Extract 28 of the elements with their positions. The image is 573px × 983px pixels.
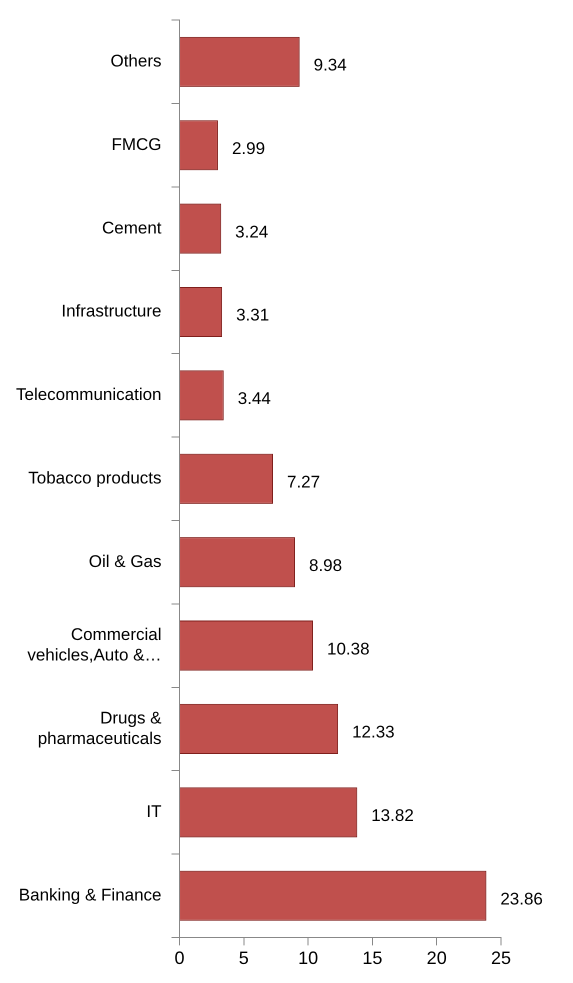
data-label: 12.33 xyxy=(352,722,395,742)
y-tick-label: Cement xyxy=(102,218,162,238)
data-label: 2.99 xyxy=(232,138,266,158)
data-label: 9.34 xyxy=(314,56,347,75)
y-tick-label: IT xyxy=(146,802,162,822)
x-tick-label: 25 xyxy=(490,948,512,968)
x-tick-label: 5 xyxy=(238,948,249,968)
data-label: 13.82 xyxy=(371,806,414,826)
x-tick-label: 10 xyxy=(298,948,318,968)
y-tick-label: Drugs & pharmaceuticals xyxy=(38,708,162,748)
data-label: 3.24 xyxy=(235,222,268,242)
y-tick-label: Infrastructure xyxy=(61,302,162,321)
y-tick-label: Tobacco products xyxy=(28,468,162,488)
data-label: 8.98 xyxy=(308,556,342,575)
y-tick-label: Oil & Gas xyxy=(88,552,162,571)
y-tick-label: Telecommunication xyxy=(16,385,162,404)
y-tick-label: Commercial vehicles,Auto &… xyxy=(27,625,162,664)
y-tick-label: Others xyxy=(110,52,162,71)
x-tick-label: 15 xyxy=(362,948,382,968)
data-label: 10.38 xyxy=(326,639,370,658)
x-tick-label: 0 xyxy=(174,948,185,968)
data-label: 23.86 xyxy=(500,889,543,908)
x-tick-label: 20 xyxy=(426,948,447,968)
y-tick-label: FMCG xyxy=(111,134,162,154)
data-label: 3.31 xyxy=(236,306,270,325)
y-tick-label: Banking & Finance xyxy=(18,885,162,904)
data-label: 3.44 xyxy=(238,389,271,408)
data-label: 7.27 xyxy=(287,472,320,492)
